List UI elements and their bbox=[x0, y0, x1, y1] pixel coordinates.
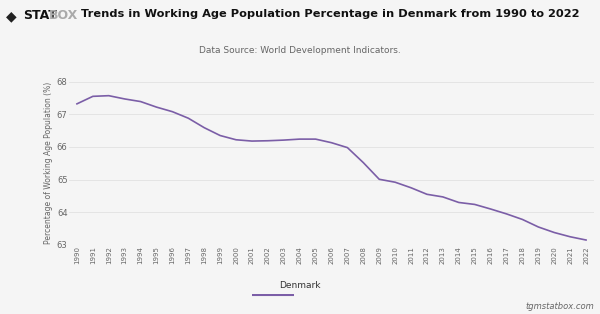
Text: Denmark: Denmark bbox=[279, 281, 321, 290]
Text: Data Source: World Development Indicators.: Data Source: World Development Indicator… bbox=[199, 46, 401, 55]
Text: Trends in Working Age Population Percentage in Denmark from 1990 to 2022: Trends in Working Age Population Percent… bbox=[81, 9, 580, 19]
Text: ◆: ◆ bbox=[6, 9, 17, 24]
Text: STAT: STAT bbox=[23, 9, 56, 22]
Text: tgmstatbox.com: tgmstatbox.com bbox=[525, 302, 594, 311]
Text: BOX: BOX bbox=[49, 9, 79, 22]
Y-axis label: Percentage of Working Age Population (%): Percentage of Working Age Population (%) bbox=[44, 82, 53, 244]
